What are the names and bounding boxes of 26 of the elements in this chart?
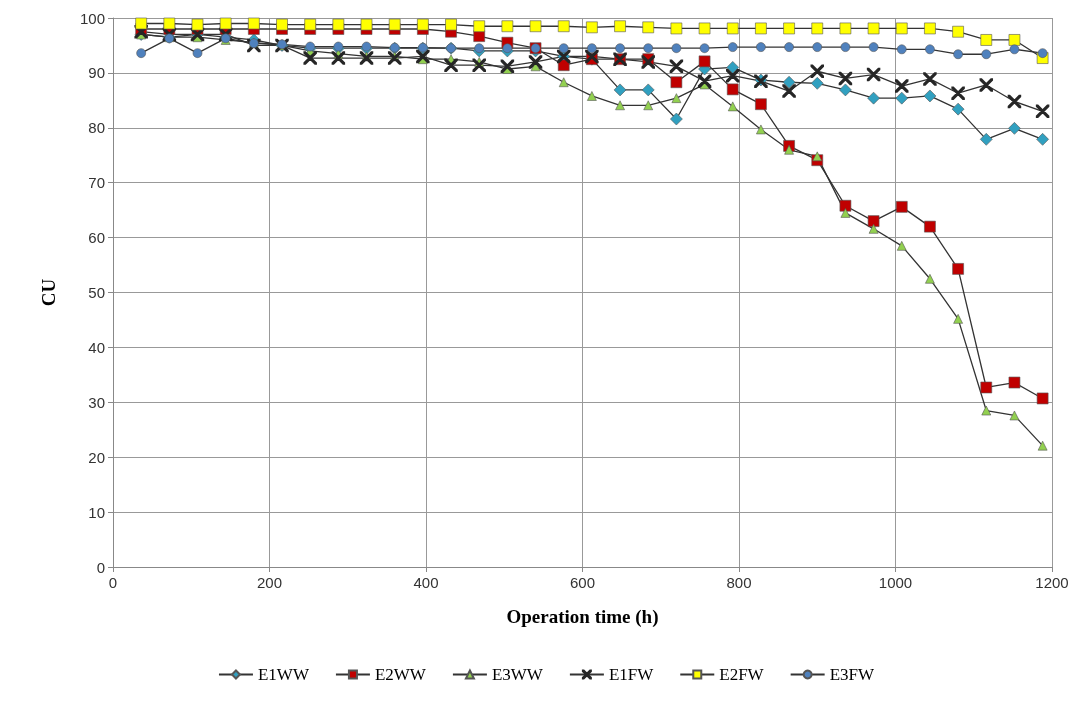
x-tick-label: 0 (108, 574, 118, 591)
legend-label: E1FW (608, 665, 655, 684)
y-tick-label: 20 (88, 448, 105, 466)
y-tick-label: 90 (88, 64, 105, 82)
y-tick-label: 30 (88, 393, 105, 411)
legend-label: E3FW (829, 665, 875, 684)
y-tick-label: 10 (88, 503, 105, 521)
y-tick-label: 100 (79, 9, 105, 27)
y-tick-label: 60 (88, 229, 105, 247)
x-tick-label: 800 (726, 574, 752, 591)
x-axis-title: Operation time (h) (506, 606, 659, 628)
y-tick-label: 40 (88, 338, 105, 356)
y-tick-label: 50 (88, 284, 105, 301)
x-tick-label: 400 (413, 574, 439, 591)
x-tick-label: 1200 (1035, 574, 1069, 591)
y-tick-label: 0 (96, 558, 105, 576)
legend-label: E1WW (257, 665, 310, 684)
legend-label: E2FW (719, 665, 765, 684)
x-tick-label: 600 (569, 574, 596, 591)
legend-label: E3WW (491, 665, 544, 684)
y-tick-label: 80 (88, 119, 105, 137)
x-tick-label: 200 (256, 574, 283, 591)
y-tick-label: 70 (88, 174, 105, 192)
legend-label: E2WW (374, 665, 427, 684)
y-axis-title: CU (38, 278, 59, 307)
x-tick-label: 1000 (878, 574, 913, 591)
